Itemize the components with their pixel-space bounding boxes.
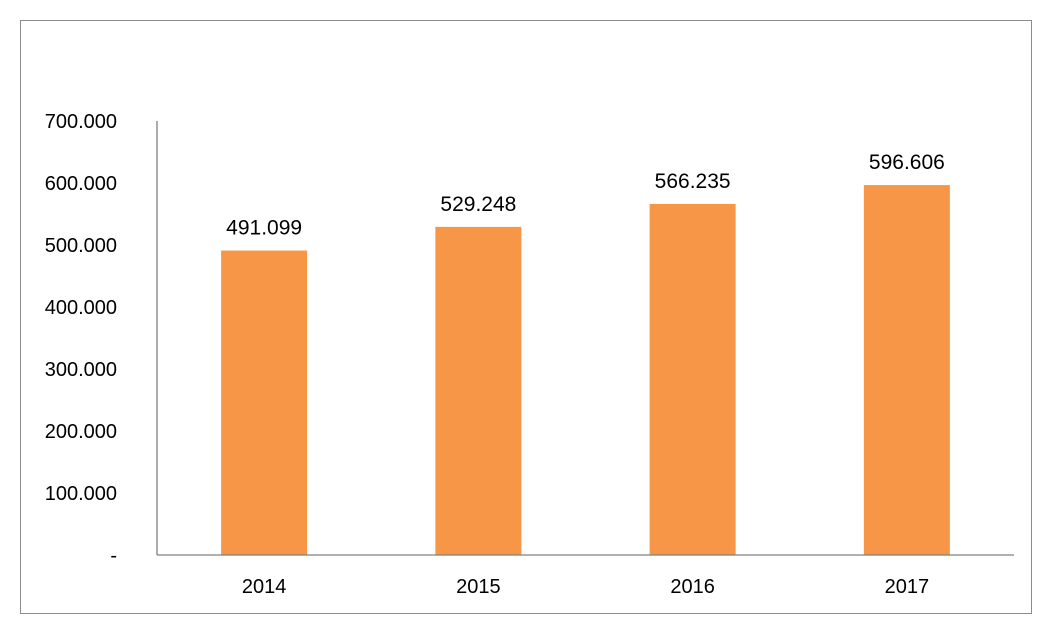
data-labels-layer: 491.099 529.248 566.235 596.606 [226,151,945,239]
x-tick-label-2015: 2015 [456,576,501,598]
x-tick-label-2016: 2016 [670,576,715,598]
y-tick-label: 700.000 [45,111,117,133]
data-label-2017: 596.606 [869,151,945,174]
data-label-2016: 566.235 [655,170,731,193]
x-tick-label-2014: 2014 [242,576,287,598]
data-label-2014: 491.099 [226,217,302,240]
y-tick-label: 400.000 [45,297,117,319]
bars-layer [221,185,950,555]
y-tick-label: 100.000 [45,483,117,505]
bar-2017 [863,185,950,555]
x-tick-label-2017: 2017 [885,576,930,598]
bar-2016 [649,203,736,555]
y-tick-label: 600.000 [45,173,117,195]
y-tick-label: 200.000 [45,421,117,443]
y-tick-label: 300.000 [45,359,117,381]
chart-frame [20,20,1032,614]
data-label-2015: 529.248 [440,193,516,216]
bar-2015 [435,226,522,555]
x-tick-labels: 2014 2015 2016 2017 [242,576,929,598]
axes-layer [156,121,1014,556]
y-tick-label: - [110,545,117,567]
y-tick-labels: - 100.000 200.000 300.000 400.000 500.000 600.… [45,111,117,567]
bar-2014 [221,250,308,555]
y-tick-label: 500.000 [45,235,117,257]
